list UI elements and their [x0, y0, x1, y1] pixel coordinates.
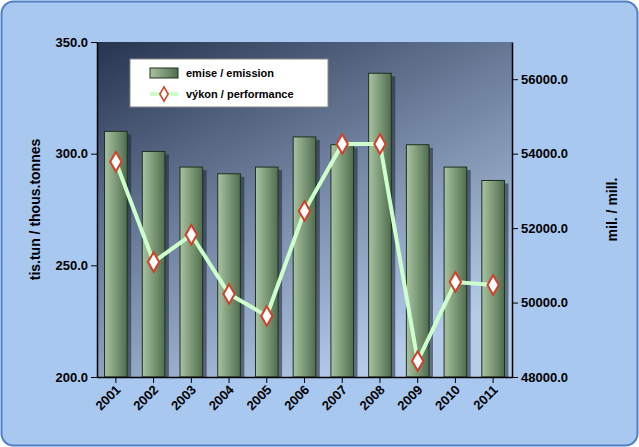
marker — [148, 252, 159, 272]
tick-label: 2008 — [357, 382, 388, 413]
bar — [218, 174, 241, 377]
legend-box — [130, 59, 328, 107]
tick-mark — [304, 377, 305, 383]
tick: 52000.0 — [512, 221, 568, 236]
tick-mark — [455, 377, 456, 383]
tick-mark — [512, 154, 518, 155]
tick: 2008 — [357, 377, 388, 413]
tick-mark — [91, 377, 97, 378]
tick: 2011 — [470, 377, 501, 413]
tick: 2001 — [93, 377, 124, 413]
marker — [110, 152, 121, 172]
tick: 2006 — [281, 377, 312, 413]
marker — [450, 272, 461, 292]
tick: 48000.0 — [512, 370, 568, 385]
tick: 2010 — [432, 377, 463, 413]
tick-label: 2002 — [130, 382, 161, 413]
background — [2, 2, 638, 446]
tick-mark — [229, 377, 230, 383]
axis-line — [512, 43, 514, 378]
y-axis-title: tis.tun / thous.tonnes — [27, 139, 43, 281]
legend-label: výkon / performance — [186, 88, 294, 100]
bar — [180, 167, 203, 377]
bar — [369, 73, 392, 377]
tick: 2003 — [168, 377, 199, 413]
chart: 200.0 250.0 300.0 350.0 48000.0 50000.0 52000.… — [0, 0, 639, 447]
bar — [293, 137, 316, 377]
tick-label: 2003 — [168, 382, 199, 413]
tick-label: 54000.0 — [521, 146, 568, 161]
tick-mark — [512, 228, 518, 229]
y-axis: 200.0 250.0 300.0 350.0 — [55, 35, 97, 385]
bar — [482, 180, 505, 377]
tick-mark — [91, 42, 97, 43]
tick: 56000.0 — [512, 72, 568, 87]
tick: 300.0 — [55, 146, 97, 161]
tick-mark — [512, 377, 518, 378]
tick-mark — [153, 377, 154, 383]
tick-mark — [417, 377, 418, 383]
tick-mark — [91, 154, 97, 155]
tick-label: 52000.0 — [521, 221, 568, 236]
tick-label: 2007 — [319, 382, 350, 413]
tick-label: 50000.0 — [521, 295, 568, 310]
tick-label: 2011 — [470, 382, 501, 413]
line — [116, 144, 493, 361]
tick: 54000.0 — [512, 146, 568, 161]
marker — [412, 351, 423, 371]
tick-label: 300.0 — [55, 146, 88, 161]
legend-label: emise / emission — [186, 67, 274, 79]
marker — [186, 225, 197, 245]
tick: 200.0 — [55, 370, 97, 385]
marker — [488, 275, 499, 295]
marker — [337, 134, 348, 154]
tick-mark — [115, 377, 116, 383]
tick-mark — [512, 303, 518, 304]
tick-label: 200.0 — [55, 370, 88, 385]
tick-label: 2005 — [243, 382, 274, 413]
tick-label: 2009 — [394, 382, 425, 413]
marks — [105, 73, 509, 377]
marker — [261, 306, 272, 326]
marker — [223, 284, 234, 304]
axis-line — [97, 43, 99, 378]
tick-label: 2010 — [432, 382, 463, 413]
marker — [299, 201, 310, 221]
marker — [374, 134, 385, 154]
tick-label: 56000.0 — [521, 72, 568, 87]
bar — [105, 131, 128, 377]
plot-area — [97, 42, 512, 377]
tick: 250.0 — [55, 258, 97, 273]
tick-label: 2006 — [281, 382, 312, 413]
legend-swatch — [150, 68, 178, 78]
tick: 2002 — [130, 377, 161, 413]
tick: 350.0 — [55, 35, 97, 50]
tick-label: 48000.0 — [521, 370, 568, 385]
bar — [331, 145, 354, 377]
bar — [255, 167, 278, 377]
legend-marker — [160, 87, 168, 101]
tick-label: 350.0 — [55, 35, 88, 50]
tick-mark — [379, 377, 380, 383]
tick: 2004 — [206, 377, 238, 413]
tick-mark — [342, 377, 343, 383]
tick-mark — [91, 265, 97, 266]
y2-axis-title: mil. / mill. — [604, 178, 620, 242]
tick-label: 2004 — [206, 382, 238, 414]
tick: 50000.0 — [512, 295, 568, 310]
tick: 2007 — [319, 377, 350, 413]
tick-mark — [191, 377, 192, 383]
tick: 2009 — [394, 377, 425, 413]
tick-mark — [512, 79, 518, 80]
y2-axis: 48000.0 50000.0 52000.0 54000.0 56000.0 — [512, 43, 568, 385]
bar — [444, 167, 467, 377]
tick-mark — [266, 377, 267, 383]
tick: 2005 — [243, 377, 274, 413]
bar — [142, 151, 165, 377]
tick-mark — [493, 377, 494, 383]
legend: emise / emission výkon / performance — [130, 59, 328, 107]
x-axis: 2001200220032004200520062007200820092010… — [93, 377, 513, 413]
tick-label: 2001 — [93, 382, 124, 413]
tick-label: 250.0 — [55, 258, 88, 273]
